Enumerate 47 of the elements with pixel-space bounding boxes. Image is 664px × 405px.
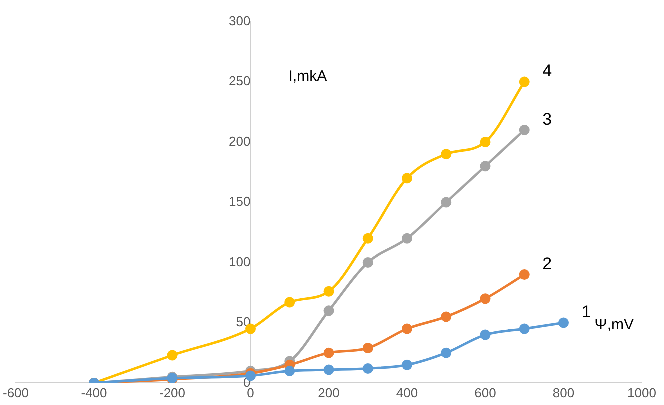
point [480,137,491,148]
y-tick-label: 100 [229,254,251,270]
x-axis-title: Ψ,mV [594,316,634,334]
point [284,366,296,376]
y-tick-label: 300 [229,13,251,28]
point [519,270,530,280]
x-tick-label: -600 [2,386,30,401]
point [441,197,452,208]
point [324,286,334,297]
point [362,257,374,268]
point [480,330,491,340]
x-tick-label: -400 [81,386,108,401]
point [402,360,413,370]
point [441,348,452,358]
point [519,124,530,136]
series-label: 4 [542,62,552,81]
point [441,149,452,160]
series-label: 3 [542,110,552,129]
point [558,318,569,328]
x-tick-label: -200 [159,386,186,401]
point [324,364,334,376]
point [167,350,178,361]
point [324,348,334,358]
x-tick-label: 1000 [628,386,656,401]
series-label: 2 [542,254,552,274]
point [284,297,296,308]
x-tick-label: 400 [396,386,418,401]
point [519,76,530,88]
y-axis-title: I,mkA [288,68,328,85]
y-tick-label: 150 [229,194,251,210]
point [362,363,374,374]
x-tick-label: 200 [318,386,340,401]
point [480,161,491,172]
point [519,324,530,334]
point [402,324,413,334]
y-tick-label: 250 [229,74,251,89]
point [324,306,334,316]
point [441,312,452,322]
x-tick-label: 600 [474,386,496,401]
point [362,233,374,244]
y-tick-label: 200 [229,134,251,149]
series-label: 1 [582,302,592,322]
point [402,233,413,244]
point [480,294,491,304]
point [402,173,413,184]
point [362,343,374,354]
x-tick-label: 800 [552,386,575,401]
